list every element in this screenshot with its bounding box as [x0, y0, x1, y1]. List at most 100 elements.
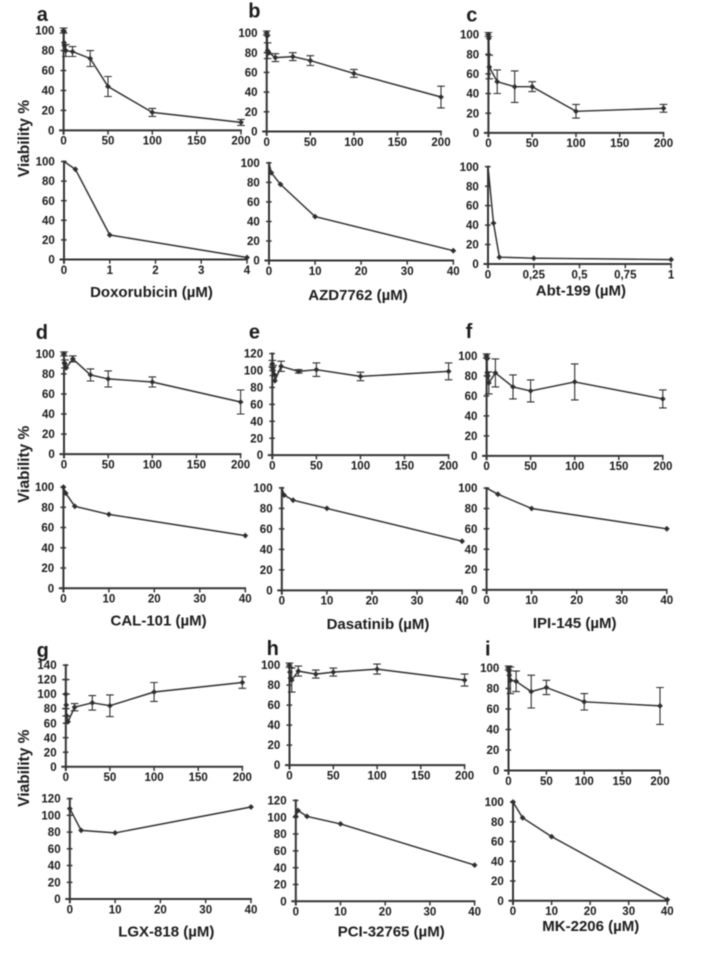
- svg-text:40: 40: [466, 220, 479, 232]
- svg-text:100: 100: [566, 138, 585, 150]
- svg-text:140: 140: [37, 660, 56, 672]
- svg-text:40: 40: [245, 904, 258, 916]
- svg-text:20: 20: [154, 904, 167, 916]
- svg-text:0: 0: [48, 449, 54, 461]
- svg-text:40: 40: [42, 409, 55, 421]
- svg-text:0: 0: [472, 259, 478, 271]
- svg-text:i: i: [485, 639, 491, 661]
- svg-text:40: 40: [466, 89, 479, 101]
- svg-text:100: 100: [35, 482, 54, 494]
- svg-text:50: 50: [526, 138, 539, 150]
- svg-text:100: 100: [458, 351, 477, 363]
- svg-text:1: 1: [107, 265, 114, 277]
- svg-text:60: 60: [44, 718, 57, 730]
- svg-text:0: 0: [67, 904, 73, 916]
- svg-text:40: 40: [447, 266, 460, 278]
- svg-text:60: 60: [247, 197, 260, 209]
- svg-text:80: 80: [42, 46, 55, 58]
- svg-text:150: 150: [187, 136, 206, 148]
- svg-text:20: 20: [491, 876, 504, 888]
- svg-text:60: 60: [466, 69, 479, 81]
- svg-text:0: 0: [54, 894, 60, 906]
- svg-text:60: 60: [42, 196, 55, 208]
- svg-text:10: 10: [525, 595, 538, 607]
- svg-text:50: 50: [310, 460, 323, 472]
- svg-text:0: 0: [253, 256, 259, 268]
- svg-text:80: 80: [465, 371, 478, 383]
- svg-text:f: f: [466, 321, 473, 343]
- svg-text:200: 200: [233, 772, 252, 784]
- svg-text:150: 150: [609, 461, 628, 473]
- svg-text:40: 40: [487, 725, 500, 737]
- svg-text:0: 0: [293, 907, 299, 919]
- svg-text:0: 0: [63, 772, 69, 784]
- svg-text:150: 150: [610, 138, 629, 150]
- svg-text:20: 20: [466, 240, 479, 252]
- svg-text:60: 60: [41, 523, 54, 535]
- svg-text:Doxorubicin (µM): Doxorubicin (µM): [90, 284, 213, 301]
- svg-text:80: 80: [465, 504, 478, 516]
- svg-text:150: 150: [395, 460, 414, 472]
- svg-text:100: 100: [35, 26, 54, 38]
- svg-text:0: 0: [251, 127, 257, 139]
- svg-text:0: 0: [286, 770, 292, 782]
- svg-text:80: 80: [466, 49, 479, 61]
- svg-text:50: 50: [104, 772, 117, 784]
- svg-text:20: 20: [260, 565, 273, 577]
- svg-text:0: 0: [485, 138, 491, 150]
- svg-text:20: 20: [250, 433, 263, 445]
- svg-text:80: 80: [487, 684, 500, 696]
- svg-text:Dasatinib (µM): Dasatinib (µM): [327, 616, 430, 633]
- svg-text:e: e: [249, 321, 260, 343]
- svg-text:20: 20: [366, 596, 379, 608]
- svg-text:60: 60: [465, 391, 478, 403]
- svg-text:80: 80: [41, 502, 54, 514]
- svg-text:AZD7762 (µM): AZD7762 (µM): [308, 287, 408, 304]
- svg-text:100: 100: [261, 660, 280, 672]
- svg-text:20: 20: [465, 565, 478, 577]
- svg-text:40: 40: [245, 87, 258, 99]
- svg-text:0,5: 0,5: [572, 269, 589, 281]
- svg-text:0: 0: [505, 776, 511, 788]
- svg-text:0: 0: [48, 126, 54, 138]
- svg-text:40: 40: [491, 856, 504, 868]
- svg-text:c: c: [466, 5, 477, 27]
- svg-text:0: 0: [485, 269, 491, 281]
- svg-text:20: 20: [355, 266, 368, 278]
- svg-text:0: 0: [473, 128, 479, 140]
- svg-text:20: 20: [44, 747, 57, 759]
- svg-text:100: 100: [143, 136, 162, 148]
- svg-text:0: 0: [48, 255, 54, 267]
- svg-text:MK-2206 (µM): MK-2206 (µM): [542, 918, 639, 935]
- svg-text:50: 50: [540, 776, 553, 788]
- svg-text:0: 0: [483, 595, 489, 607]
- svg-text:150: 150: [411, 770, 430, 782]
- svg-text:20: 20: [41, 563, 54, 575]
- svg-text:10: 10: [103, 594, 116, 606]
- svg-text:0: 0: [48, 583, 54, 595]
- svg-text:4: 4: [244, 265, 251, 277]
- svg-text:20: 20: [379, 907, 392, 919]
- svg-text:40: 40: [456, 596, 469, 608]
- svg-text:120: 120: [244, 349, 263, 361]
- svg-text:0: 0: [471, 585, 477, 597]
- svg-text:0: 0: [266, 266, 272, 278]
- svg-text:g: g: [37, 640, 49, 662]
- svg-text:0,75: 0,75: [614, 269, 637, 281]
- svg-text:10: 10: [334, 907, 347, 919]
- svg-text:80: 80: [247, 178, 260, 190]
- svg-text:100: 100: [458, 483, 477, 495]
- svg-text:IPI-145 (µM): IPI-145 (µM): [533, 615, 617, 632]
- svg-text:0: 0: [279, 596, 285, 608]
- svg-text:50: 50: [102, 136, 115, 148]
- svg-text:0: 0: [471, 451, 477, 463]
- svg-text:100: 100: [244, 366, 263, 378]
- svg-text:40: 40: [260, 545, 273, 557]
- svg-text:0: 0: [274, 760, 280, 772]
- svg-text:200: 200: [653, 461, 672, 473]
- svg-text:60: 60: [466, 201, 479, 213]
- svg-text:80: 80: [268, 680, 281, 692]
- svg-text:10: 10: [545, 906, 558, 918]
- svg-text:40: 40: [48, 861, 61, 873]
- svg-text:30: 30: [411, 596, 424, 608]
